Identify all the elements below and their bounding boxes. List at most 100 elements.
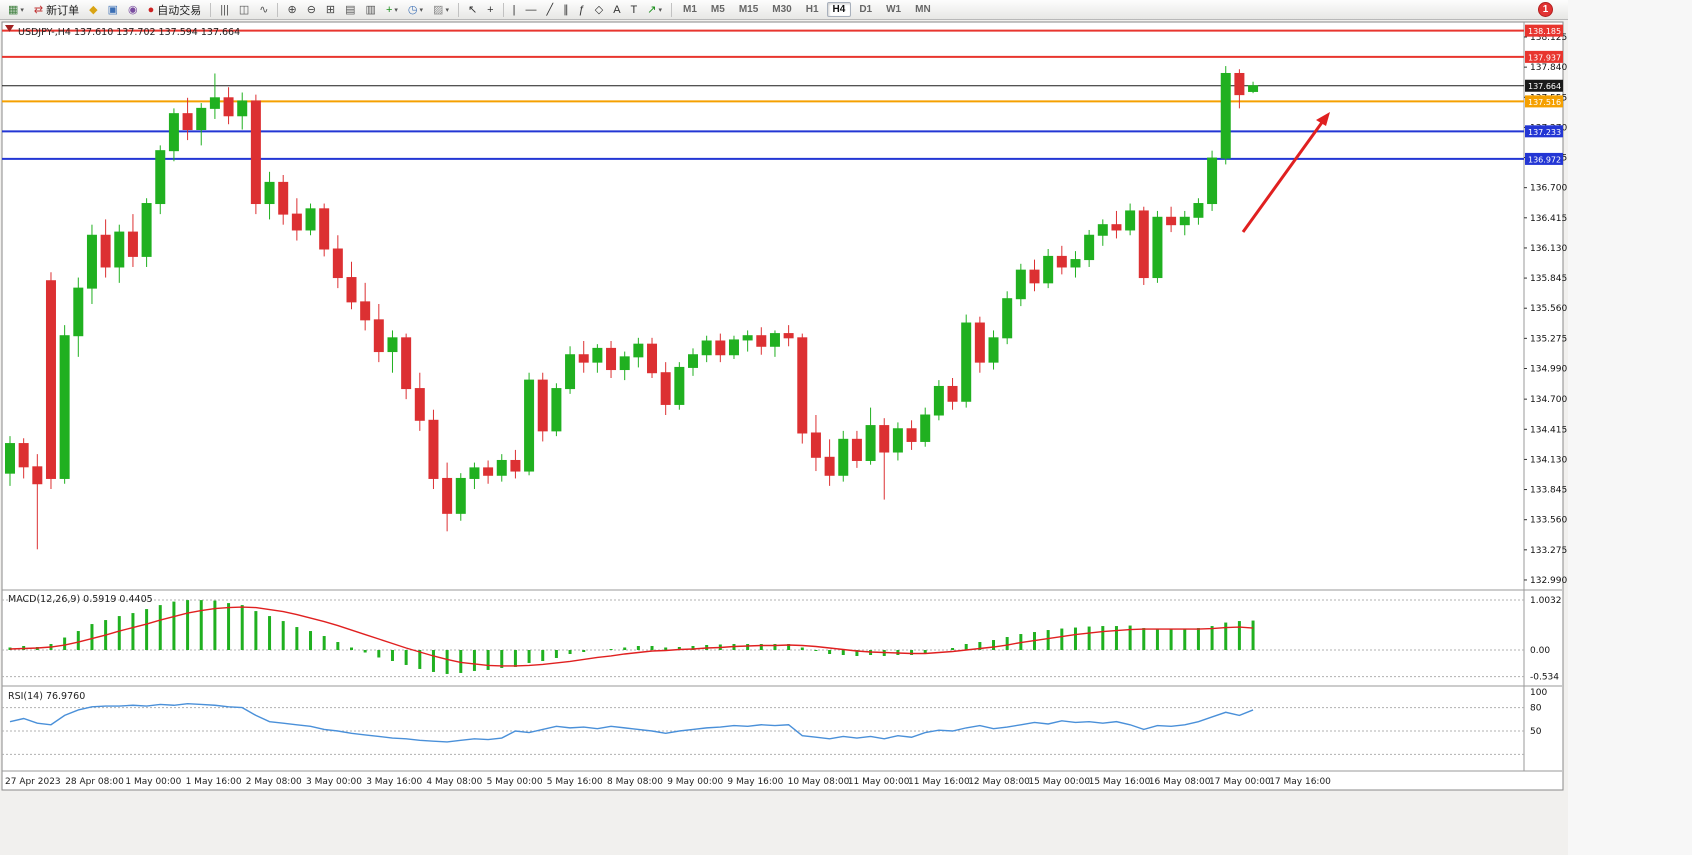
strategy-tester-icon: ▣ <box>107 3 119 16</box>
candle-body <box>756 335 767 347</box>
price-badge-label: 138.185 <box>1528 27 1561 36</box>
price-badge-label: 137.664 <box>1528 82 1561 91</box>
arrows-button[interactable]: ↗ ▾ <box>643 0 666 19</box>
toolbar: ▦ ▾ ⇄ 新订单 ◆ ▣ ◉ ● 自动交易 ||| ◫ ∿ ⊕ ⊖ ⊞ ▤ ▥ + ▾ ◷ ▾ ▨ ▾ ↖ + | — ╱ ∥ ƒ ◇ A T… <box>0 0 1568 20</box>
price-tick-label: 133.845 <box>1530 486 1567 496</box>
vertical-line-button[interactable]: | <box>509 0 520 19</box>
strategy-tester-button[interactable]: ▣ <box>104 0 122 19</box>
candle-body <box>851 438 862 461</box>
text-button[interactable]: A <box>609 0 624 19</box>
candle-body <box>824 456 835 476</box>
chart-canvas[interactable]: 138.125137.840137.555137.270136.985136.7… <box>0 20 1568 792</box>
templates-button[interactable]: ▨ ▾ <box>429 0 453 19</box>
candle-body <box>332 248 343 279</box>
horizontal-line-button[interactable]: — <box>521 0 540 19</box>
candle-body <box>250 100 261 205</box>
channel-button[interactable]: ∥ <box>559 0 573 19</box>
time-axis-label: 9 May 00:00 <box>667 777 723 787</box>
zoom-out-button[interactable]: ⊖ <box>303 0 320 19</box>
candle-body <box>1056 255 1067 268</box>
candle-body <box>1179 216 1190 226</box>
time-axis-label: 15 May 00:00 <box>1028 777 1090 787</box>
candle-body <box>619 356 630 371</box>
candle-body <box>865 425 876 461</box>
timeframe-h4-button[interactable]: H4 <box>826 2 852 17</box>
price-tick-label: 136.415 <box>1530 214 1567 224</box>
candle-body <box>1015 269 1026 300</box>
auto-arrange-icon: ▤ <box>345 3 356 16</box>
crosshair-button[interactable]: + <box>483 0 497 19</box>
candle-body <box>783 333 794 339</box>
trend-arrow-line[interactable] <box>1241 120 1325 233</box>
timeframe-d1-button[interactable]: D1 <box>859 4 873 15</box>
time-axis-label: 9 May 16:00 <box>727 777 783 787</box>
timeframe-m30-button[interactable]: M30 <box>772 4 792 15</box>
candle-body <box>278 181 289 215</box>
macd-label: MACD(12,26,9) 0.5919 0.4405 <box>8 594 153 605</box>
price-tick-label: 132.990 <box>1530 576 1567 586</box>
periods-button[interactable]: ◷ ▾ <box>404 0 427 19</box>
community-button[interactable]: ◉ <box>124 0 142 19</box>
bar-chart-button[interactable]: ||| <box>216 0 233 19</box>
tile-windows-button[interactable]: ⊞ <box>322 0 339 19</box>
timeframe-mn-button[interactable]: MN <box>915 4 931 15</box>
notification-badge[interactable]: 1 <box>1538 2 1553 17</box>
new-order-button[interactable]: ⇄ 新订单 <box>30 0 83 19</box>
candle-body <box>1234 72 1245 96</box>
text-label-button[interactable]: T <box>627 0 642 19</box>
toolbar-separator <box>671 2 672 17</box>
trendline-icon: ╱ <box>546 3 554 16</box>
timeframe-m5-button[interactable]: M5 <box>710 4 725 15</box>
text-icon: A <box>613 3 621 16</box>
price-tick-label: 134.990 <box>1530 364 1567 374</box>
timeframe-m15-button[interactable]: M15 <box>738 4 759 15</box>
time-axis-label: 8 May 08:00 <box>607 777 663 787</box>
price-tick-label: 134.415 <box>1530 425 1567 435</box>
price-tick-label: 134.700 <box>1530 395 1567 405</box>
fibonacci-button[interactable]: ƒ <box>575 0 589 19</box>
timeframe-w1-button[interactable]: W1 <box>886 4 902 15</box>
candle-body <box>1152 216 1163 279</box>
price-tick-label: 133.560 <box>1530 516 1567 526</box>
candle-body <box>947 385 958 402</box>
candle-body <box>660 372 671 405</box>
candle-body <box>469 467 480 479</box>
cascade-button[interactable]: ▥ <box>362 0 380 19</box>
rsi-scale-label: 50 <box>1530 727 1542 737</box>
community-icon: ◉ <box>128 3 138 16</box>
zoom-in-button[interactable]: ⊕ <box>283 0 300 19</box>
price-tick-label: 136.130 <box>1530 244 1567 254</box>
candle-body <box>797 337 808 434</box>
time-axis-label: 12 May 08:00 <box>968 777 1030 787</box>
one-click-trading-icon[interactable] <box>5 25 14 32</box>
candle-body <box>291 213 302 231</box>
candle-body <box>428 419 439 479</box>
indicators-button[interactable]: + ▾ <box>382 0 402 19</box>
auto-arrange-button[interactable]: ▤ <box>341 0 359 19</box>
candle-body <box>906 428 917 442</box>
macd-scale-label: 1.0032 <box>1530 596 1562 606</box>
line-chart-button[interactable]: ∿ <box>255 0 272 19</box>
candle-body <box>988 337 999 363</box>
channel-icon: ∥ <box>563 3 569 16</box>
metaeditor-button[interactable]: ◆ <box>85 0 101 19</box>
zoom-out-icon: ⊖ <box>306 3 316 16</box>
cursor-button[interactable]: ↖ <box>464 0 481 19</box>
new-chart-button[interactable]: ▦ ▾ <box>4 0 28 19</box>
arrows-caret-icon: ▾ <box>658 6 662 14</box>
candlestick-chart-button[interactable]: ◫ <box>235 0 253 19</box>
candle-body <box>1111 224 1122 231</box>
trend-arrow-head-icon[interactable] <box>1316 112 1330 126</box>
time-axis-label: 1 May 16:00 <box>186 777 242 787</box>
candle-body <box>414 388 425 421</box>
timeframe-h1-button[interactable]: H1 <box>805 4 819 15</box>
cascade-icon: ▥ <box>365 3 376 16</box>
trendline-button[interactable]: ╱ <box>542 0 557 19</box>
timeframe-m1-button[interactable]: M1 <box>683 4 697 15</box>
shapes-button[interactable]: ◇ <box>591 0 607 19</box>
tile-windows-icon: ⊞ <box>325 3 336 16</box>
zoom-in-icon: ⊕ <box>287 3 297 16</box>
candle-body <box>196 107 207 131</box>
candle-body <box>892 428 903 453</box>
auto-trading-button[interactable]: ● 自动交易 <box>144 0 206 19</box>
